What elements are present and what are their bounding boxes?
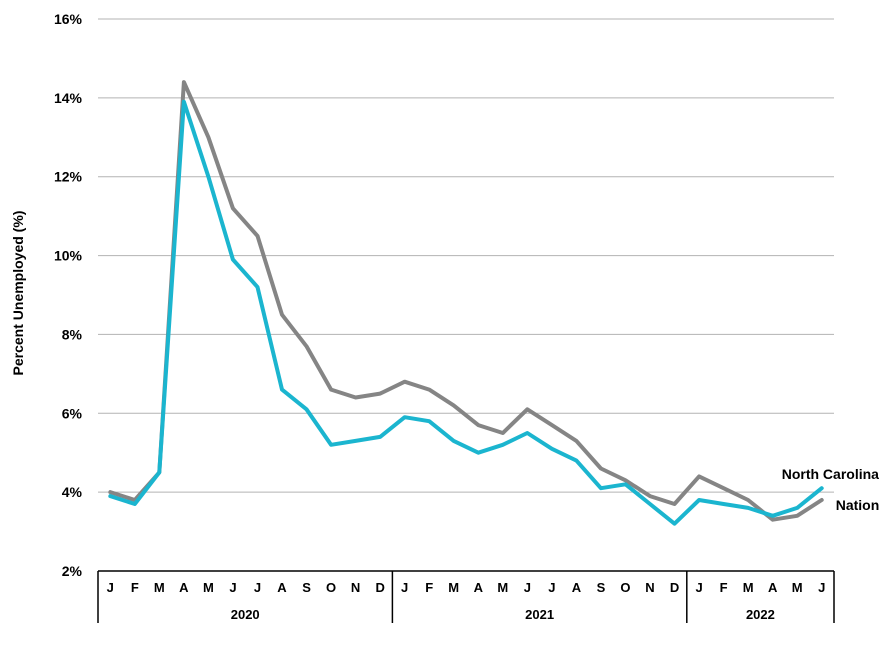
y-tick-label: 16% xyxy=(54,11,83,27)
x-tick-label: S xyxy=(597,580,606,595)
y-tick-label: 4% xyxy=(62,484,83,500)
x-tick-label: M xyxy=(497,580,508,595)
x-tick-label: J xyxy=(695,580,702,595)
x-tick-label: D xyxy=(670,580,679,595)
y-tick-labels: 2% 4% 6% 8% 10% 12% 14% 16% xyxy=(54,11,83,579)
series-labels: North Carolina Nation xyxy=(782,466,880,513)
x-tick-label: A xyxy=(474,580,484,595)
series-line-north-carolina xyxy=(108,99,824,526)
x-tick-label: A xyxy=(768,580,778,595)
x-year-label: 2021 xyxy=(525,607,554,622)
x-tick-label: J xyxy=(548,580,555,595)
x-tick-label: A xyxy=(179,580,189,595)
series-label-north-carolina: North Carolina xyxy=(782,466,879,482)
x-tick-label: J xyxy=(818,580,825,595)
y-gridlines xyxy=(98,18,834,493)
series-lines xyxy=(108,80,824,526)
x-tick-label: A xyxy=(572,580,582,595)
x-tick-label: J xyxy=(254,580,261,595)
x-tick-label: M xyxy=(792,580,803,595)
series-line-nation xyxy=(108,80,824,522)
x-tick-label: S xyxy=(302,580,311,595)
x-tick-label: M xyxy=(448,580,459,595)
y-tick-label: 2% xyxy=(62,563,83,579)
y-tick-label: 10% xyxy=(54,248,83,264)
x-tick-label: D xyxy=(375,580,384,595)
y-axis-title: Percent Unemployed (%) xyxy=(10,211,26,376)
x-tick-label: J xyxy=(401,580,408,595)
x-tick-label: M xyxy=(203,580,214,595)
y-tick-label: 12% xyxy=(54,169,83,185)
y-tick-label: 6% xyxy=(62,405,83,421)
x-tick-label: O xyxy=(326,580,336,595)
x-tick-label: J xyxy=(107,580,114,595)
x-tick-label: F xyxy=(131,580,139,595)
x-tick-label: M xyxy=(743,580,754,595)
x-tick-label: J xyxy=(229,580,236,595)
x-tick-label: O xyxy=(620,580,630,595)
x-tick-label: F xyxy=(720,580,728,595)
x-tick-label: A xyxy=(277,580,287,595)
x-tick-label: J xyxy=(524,580,531,595)
y-tick-label: 8% xyxy=(62,326,83,342)
y-tick-label: 14% xyxy=(54,90,83,106)
x-year-label: 2020 xyxy=(231,607,260,622)
x-tick-label: N xyxy=(645,580,654,595)
x-tick-label: F xyxy=(425,580,433,595)
x-tick-label: N xyxy=(351,580,360,595)
x-year-label: 2022 xyxy=(746,607,775,622)
series-label-nation: Nation xyxy=(836,497,880,513)
x-tick-label: M xyxy=(154,580,165,595)
